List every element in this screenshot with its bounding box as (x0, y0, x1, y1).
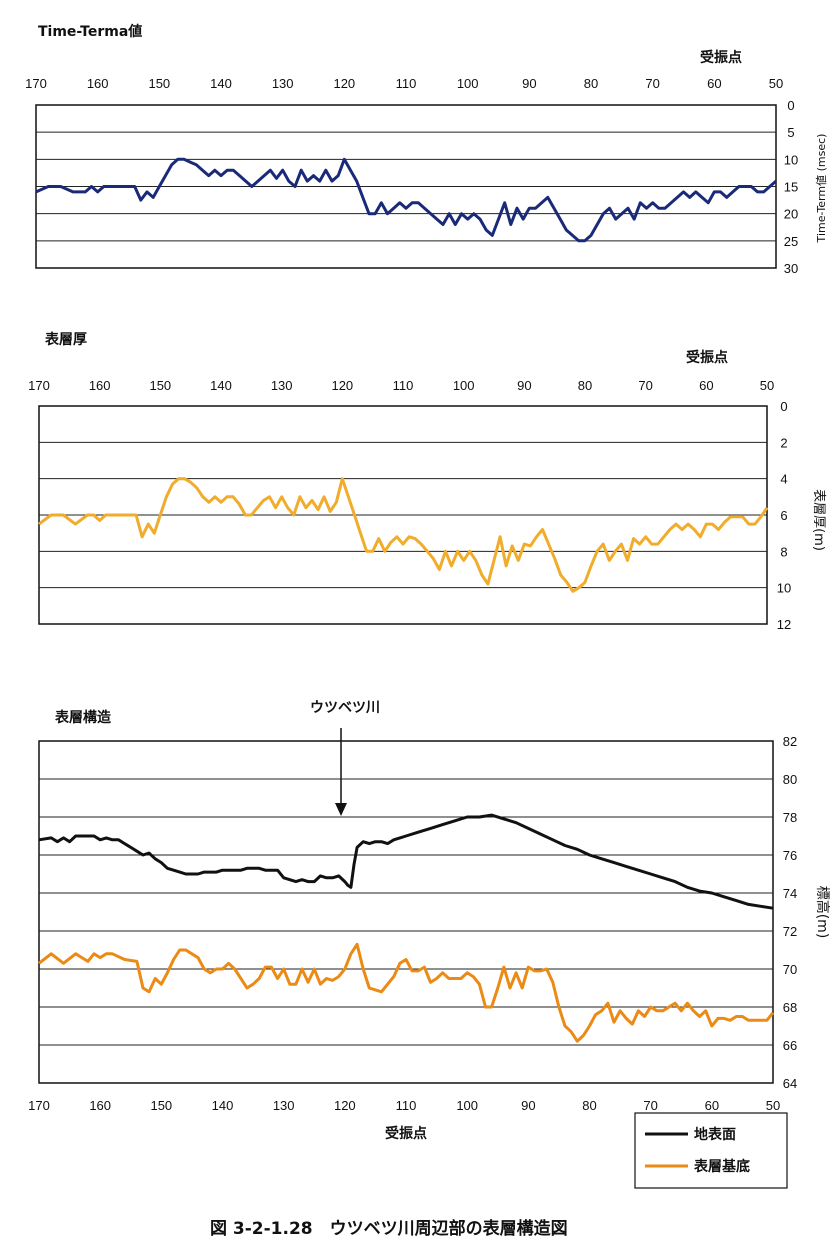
legend-box (634, 1112, 788, 1189)
chart1-title: Time-Terma値 (38, 23, 142, 40)
chart3-x-tick-label: 80 (582, 1098, 596, 1113)
chart2-x-tick-label: 110 (393, 378, 414, 393)
chart2-x-tick-label: 140 (210, 378, 232, 393)
chart1-y-tick-label: 0 (787, 98, 794, 113)
chart3-series-surface-base (38, 942, 775, 1043)
chart2-x-tick-label: 160 (89, 378, 111, 393)
chart2-y-tick-label: 10 (777, 581, 791, 596)
legend-label-ground-surface: 地表面 (694, 1126, 736, 1143)
chart3-y-tick-label: 66 (783, 1038, 797, 1053)
chart3-x-tick-label: 160 (89, 1098, 111, 1113)
chart2-x-tick-label: 60 (699, 378, 713, 393)
chart1-x-tick-label: 130 (272, 76, 294, 91)
chart3-x-tick-label: 170 (28, 1098, 50, 1113)
chart2-x-tick-label: 50 (760, 378, 774, 393)
chart3-y-tick-label: 80 (783, 772, 797, 787)
chart3-x-tick-label: 150 (150, 1098, 172, 1113)
chart3-y-ticks: 64 66 68 70 72 74 76 78 80 82 (783, 734, 797, 1091)
river-annotation-label: ウツベツ川 (310, 700, 380, 716)
chart3-x-tick-label: 90 (521, 1098, 535, 1113)
chart1-x-tick-label: 150 (148, 76, 170, 91)
chart1-x-tick-label: 50 (769, 76, 783, 91)
chart1-x-tick-label: 110 (396, 76, 417, 91)
chart2-gridlines (39, 441, 767, 589)
chart2-x-tick-label: 80 (578, 378, 592, 393)
river-annotation-arrow-head (335, 803, 347, 816)
chart3-x-tick-label: 100 (456, 1098, 478, 1113)
chart3-x-tick-label: 140 (212, 1098, 234, 1113)
chart2-x-tick-label: 100 (453, 378, 475, 393)
chart1-y-tick-label: 15 (784, 180, 798, 195)
chart2-x-tick-label: 130 (271, 378, 293, 393)
chart3-y-tick-label: 78 (783, 810, 797, 825)
chart1-x-tick-label: 80 (584, 76, 598, 91)
chart1-y-tick-label: 25 (784, 234, 798, 249)
chart1-xlabel: 受振点 (700, 49, 742, 66)
chart2-x-ticks: 170 160 150 140 130 120 110 100 90 80 70 60 50 (28, 378, 774, 393)
chart1-y-tick-label: 10 (784, 152, 798, 167)
chart-surface-thickness: 表層厚 受振点 170 160 150 140 130 120 110 100 90 80 70 60… (28, 331, 826, 632)
chart1-ylabel: Time-Term値 (msec) (815, 134, 828, 244)
chart1-x-tick-label: 60 (707, 76, 721, 91)
chart3-y-tick-label: 74 (783, 886, 797, 901)
chart1-x-tick-label: 170 (25, 76, 47, 91)
chart3-xlabel: 受振点 (385, 1125, 427, 1142)
chart2-y-tick-label: 2 (780, 435, 787, 450)
chart1-y-tick-label: 20 (784, 207, 798, 222)
chart2-x-tick-label: 120 (331, 378, 353, 393)
chart1-x-ticks: 170 160 150 140 130 120 110 100 90 80 70 60 50 (25, 76, 783, 91)
chart3-x-tick-label: 70 (643, 1098, 657, 1113)
chart3-legend: 地表面 表層基底 (634, 1112, 788, 1189)
chart3-x-ticks: 170 160 150 140 130 120 110 100 90 80 70 60 50 (28, 1098, 780, 1113)
chart1-gridlines (36, 131, 776, 242)
chart2-y-tick-label: 12 (777, 617, 791, 632)
chart2-x-tick-label: 150 (149, 378, 171, 393)
chart1-x-tick-label: 160 (87, 76, 109, 91)
chart3-y-tick-label: 68 (783, 1000, 797, 1015)
chart1-y-ticks: 0 5 10 15 20 25 30 (784, 98, 798, 276)
chart1-x-tick-label: 120 (333, 76, 355, 91)
chart2-y-tick-label: 0 (780, 399, 787, 414)
chart3-title: 表層構造 (54, 709, 111, 726)
chart3-plot-area (38, 740, 774, 1084)
chart2-series-line (38, 477, 769, 593)
chart1-series-line (35, 157, 777, 243)
legend-label-surface-base: 表層基底 (693, 1158, 750, 1175)
chart1-x-tick-label: 100 (457, 76, 479, 91)
chart3-y-tick-label: 72 (783, 924, 797, 939)
chart3-y-tick-label: 70 (783, 962, 797, 977)
chart3-ylabel: 標高(m) (814, 886, 830, 939)
chart3-x-tick-label: 110 (396, 1098, 417, 1113)
chart-surface-structure: 表層構造 ウツベツ川 64 66 68 70 72 74 76 78 80 82 170 160 15… (28, 700, 830, 1189)
figure-caption: 図 3-2-1.28 ウツベツ川周辺部の表層構造図 (210, 1218, 568, 1239)
chart1-y-tick-label: 30 (784, 261, 798, 276)
chart3-x-tick-label: 50 (766, 1098, 780, 1113)
chart3-y-tick-label: 82 (783, 734, 797, 749)
chart2-x-tick-label: 70 (638, 378, 652, 393)
chart2-x-tick-label: 90 (517, 378, 531, 393)
chart3-x-tick-label: 130 (273, 1098, 295, 1113)
chart2-xlabel: 受振点 (686, 349, 728, 366)
chart1-x-tick-label: 90 (522, 76, 536, 91)
chart1-x-tick-label: 70 (645, 76, 659, 91)
chart3-x-tick-label: 60 (705, 1098, 719, 1113)
chart3-y-tick-label: 76 (783, 848, 797, 863)
chart2-ylabel: 表層厚(m) (811, 489, 826, 551)
chart2-y-tick-label: 6 (780, 508, 787, 523)
chart-time-term: Time-Terma値 受振点 170 160 150 140 130 120 110 100… (25, 23, 828, 276)
chart2-y-ticks: 0 2 4 6 8 10 12 (777, 399, 791, 632)
chart1-y-tick-label: 5 (787, 125, 794, 140)
chart3-x-tick-label: 120 (334, 1098, 356, 1113)
chart2-y-tick-label: 8 (780, 544, 787, 559)
chart1-x-tick-label: 140 (210, 76, 232, 91)
chart2-title: 表層厚 (44, 331, 87, 348)
chart3-gridlines (39, 778, 773, 1046)
chart2-x-tick-label: 170 (28, 378, 50, 393)
chart3-series-ground-surface (38, 813, 774, 910)
chart3-y-tick-label: 64 (783, 1076, 797, 1091)
chart2-y-tick-label: 4 (780, 472, 787, 487)
